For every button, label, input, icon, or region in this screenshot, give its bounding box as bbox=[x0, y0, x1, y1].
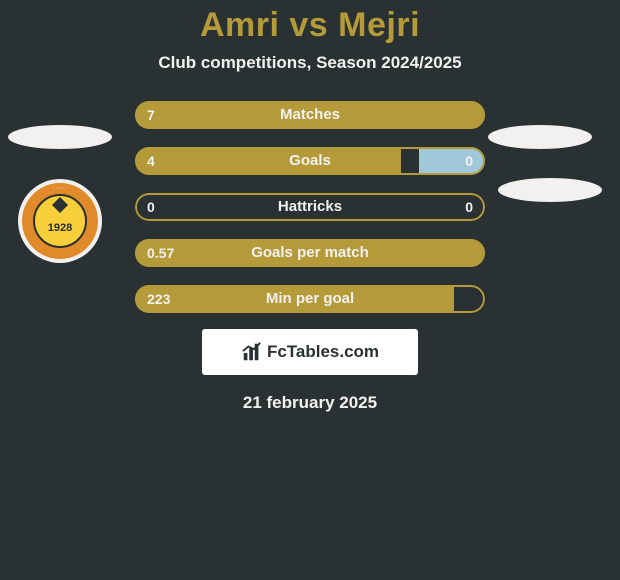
footer-date: 21 february 2025 bbox=[0, 393, 620, 413]
fctables-watermark: FcTables.com bbox=[202, 329, 418, 375]
side-shape-left-top bbox=[8, 125, 112, 149]
stat-row: 00Hattricks bbox=[135, 193, 485, 221]
club-badge-icon: 1928 · · · · · bbox=[18, 179, 102, 263]
stat-label: Hattricks bbox=[135, 193, 485, 221]
page-title: Amri vs Mejri bbox=[0, 0, 620, 45]
stat-row: 40Goals bbox=[135, 147, 485, 175]
stat-row: 7Matches bbox=[135, 101, 485, 129]
stat-row: 0.57Goals per match bbox=[135, 239, 485, 267]
club-badge-left: 1928 · · · · · bbox=[18, 179, 102, 263]
stat-label: Goals bbox=[135, 147, 485, 175]
side-shape-right-top bbox=[488, 125, 592, 149]
subtitle: Club competitions, Season 2024/2025 bbox=[0, 53, 620, 73]
stat-label: Matches bbox=[135, 101, 485, 129]
side-shape-right-mid bbox=[498, 178, 602, 202]
stat-label: Min per goal bbox=[135, 285, 485, 313]
stats-rows: 7Matches 40Goals 00Hattricks 0.57Goals per … bbox=[135, 101, 485, 313]
svg-text:1928: 1928 bbox=[48, 222, 72, 234]
bar-chart-icon bbox=[241, 341, 263, 363]
fctables-text: FcTables.com bbox=[267, 342, 379, 362]
stat-label: Goals per match bbox=[135, 239, 485, 267]
svg-text:· · · · ·: · · · · · bbox=[53, 186, 67, 192]
stat-row: 223Min per goal bbox=[135, 285, 485, 313]
